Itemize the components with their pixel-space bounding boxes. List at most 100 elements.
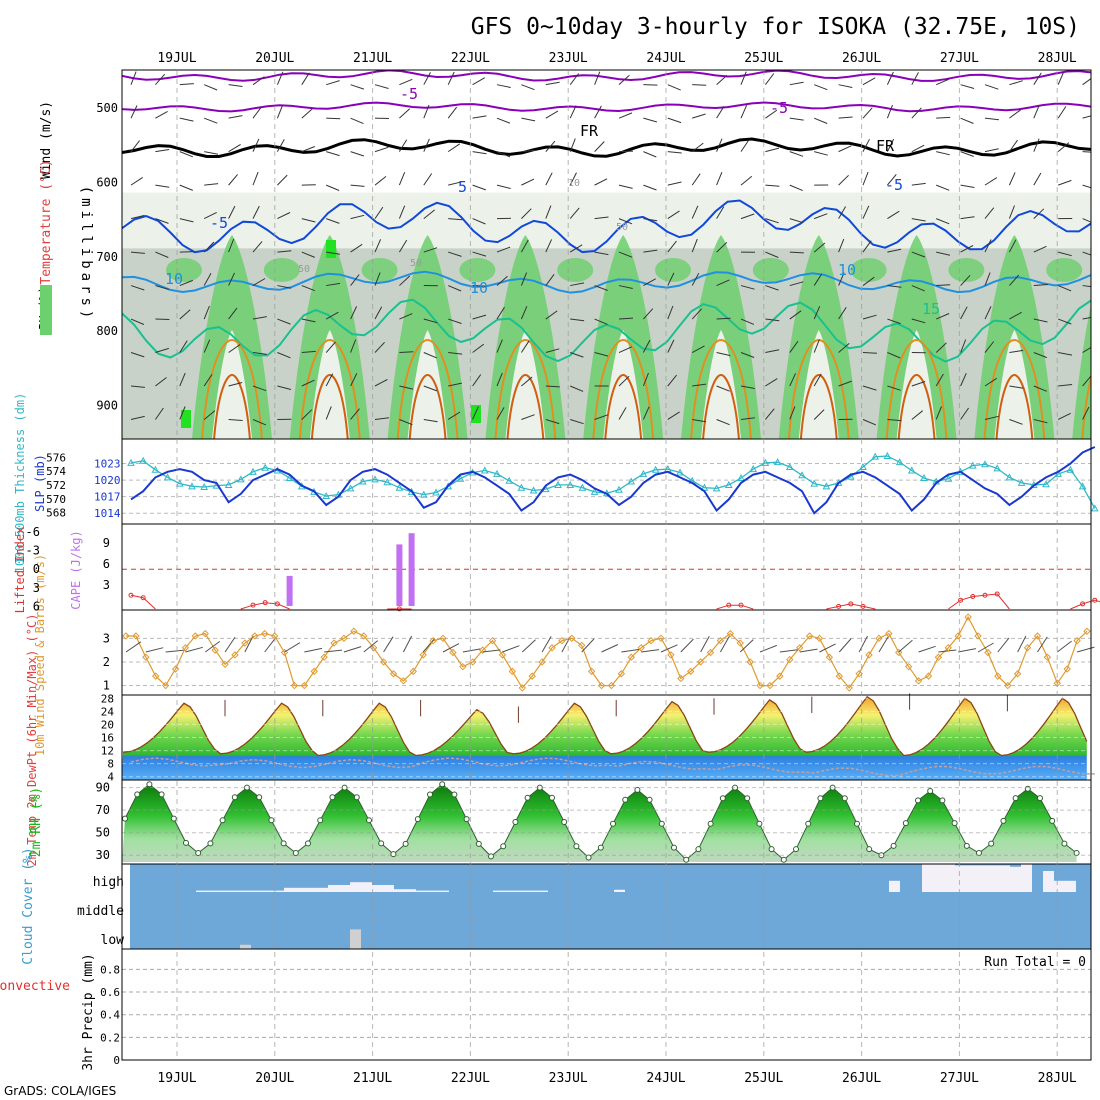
- day-label-top: 25JUL: [744, 51, 783, 66]
- wind-barb: [301, 350, 316, 354]
- wind-barb: [545, 274, 555, 286]
- day-label-bottom: 26JUL: [842, 1071, 881, 1086]
- wind10m-barb: [581, 638, 595, 653]
- rh2m-point: [597, 844, 604, 851]
- wind10m-point: [478, 646, 487, 654]
- wind-barb: [789, 117, 804, 121]
- wind-barb: [667, 272, 675, 286]
- thickness-point: [517, 483, 526, 491]
- wind-barb: [179, 218, 194, 223]
- rh2m-point: [353, 794, 360, 801]
- wind-barb: [765, 318, 780, 322]
- wind-barb: [765, 218, 779, 224]
- wind-barb: [350, 184, 365, 187]
- wind-barb: [448, 285, 462, 292]
- rh2m-point: [134, 791, 141, 798]
- wind-barb: [667, 305, 674, 320]
- upper-air-layer: [122, 70, 1091, 439]
- wind-barb: [179, 340, 188, 353]
- wind10m-point: [736, 639, 744, 647]
- wind-barb: [374, 206, 384, 219]
- wind10m-point: [1013, 670, 1022, 678]
- lifted-index-ylabel: Lifted Index: [13, 527, 27, 614]
- wind10m-barb: [858, 635, 868, 653]
- rh2m-point: [1037, 795, 1043, 802]
- cloud-high-block: [328, 885, 350, 892]
- wind-barb: [496, 275, 508, 286]
- wind10m-barb: [1017, 635, 1027, 653]
- wind-barb: [643, 278, 656, 286]
- wind-barb: [716, 419, 730, 426]
- wind10m-barb: [204, 640, 221, 653]
- wind-barb: [326, 80, 340, 86]
- wind-barb: [838, 84, 853, 88]
- wind-barb: [814, 151, 828, 156]
- thickness-point: [419, 490, 428, 498]
- cloud-high-block: [922, 864, 955, 892]
- rh2m-point: [646, 796, 653, 803]
- rh-dry-core: [309, 330, 350, 439]
- wind-barb: [887, 285, 902, 288]
- rh-dry-core: [212, 330, 252, 439]
- wind-barb: [399, 419, 413, 426]
- rh2m-point: [573, 843, 580, 850]
- wind-barb: [716, 74, 728, 86]
- thickness-point: [651, 465, 660, 473]
- rh2m-point: [695, 846, 702, 853]
- wind-barb: [960, 117, 974, 124]
- wind-barb: [960, 84, 975, 89]
- wind-barb: [252, 419, 267, 426]
- hotter-contour: [408, 373, 447, 439]
- wind-barb: [521, 208, 532, 219]
- wind10m-point: [835, 672, 844, 680]
- wind-barb: [228, 418, 243, 421]
- wind-barb: [204, 151, 219, 155]
- wind-barb: [1057, 106, 1067, 119]
- wind-barb: [277, 285, 292, 289]
- precip-tick-label: 0.4: [100, 1009, 120, 1022]
- upper-legend-temp: Temperature (°C): [39, 159, 54, 284]
- wind-barb: [570, 318, 585, 322]
- wind-barb: [813, 242, 826, 253]
- wind-barb: [1058, 285, 1072, 292]
- wind-barb: [326, 184, 340, 191]
- wind-barb: [179, 151, 193, 158]
- wind10m-point: [914, 677, 923, 685]
- wind-barb: [618, 285, 633, 289]
- thickness-point: [322, 491, 331, 499]
- rh-blob: [1046, 258, 1083, 282]
- wind-barb: [374, 146, 389, 153]
- wind-barb: [252, 205, 260, 219]
- wind10m-barb: [660, 644, 678, 653]
- wind-barb: [252, 241, 263, 253]
- rh2m-ylabel: 2m RH (%): [29, 787, 44, 857]
- wind-barb: [765, 109, 778, 119]
- rh2m-point: [195, 849, 202, 856]
- thickness-point: [810, 479, 819, 487]
- wind-barb: [1033, 284, 1048, 287]
- wind-barb: [618, 150, 634, 153]
- wind10m-barb: [343, 646, 362, 653]
- thickness-point: [383, 478, 392, 486]
- cloud-high-block: [889, 880, 900, 892]
- wind-barb: [887, 210, 900, 220]
- rh2m-point: [1000, 817, 1007, 824]
- wind-barb: [496, 339, 503, 353]
- wind10m-point: [885, 629, 893, 638]
- wind-barb: [643, 151, 657, 158]
- wind-barb: [228, 382, 243, 387]
- wind-barb: [984, 306, 992, 320]
- wind-barb: [862, 385, 877, 391]
- rh2m-point: [439, 781, 446, 788]
- contour-label: 10: [568, 178, 580, 189]
- temp2m-tick-label: 28: [101, 692, 114, 705]
- thickness-point: [236, 475, 245, 483]
- temp2m-tick-label: 8: [107, 758, 114, 771]
- wind10m-point: [241, 639, 249, 647]
- contour-label: 10: [165, 270, 183, 288]
- wind-barb: [984, 239, 992, 253]
- wind10m-line: [126, 615, 1088, 689]
- lifted-index-point: [958, 597, 964, 603]
- wind10m-point: [587, 667, 596, 676]
- thickness-tick-label: 576: [46, 451, 66, 464]
